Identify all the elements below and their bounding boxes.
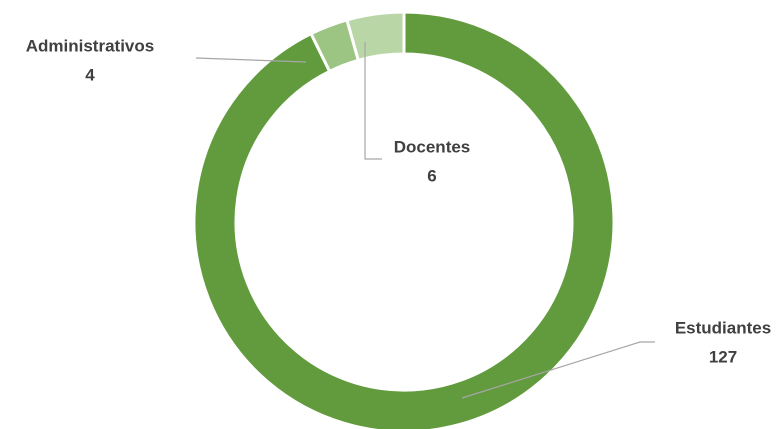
data-label-name: Docentes — [394, 137, 471, 156]
donut-slice — [192, 10, 616, 429]
data-label-value: 6 — [427, 166, 436, 185]
data-label-value: 127 — [709, 347, 737, 366]
data-label-name: Administrativos — [26, 36, 154, 55]
data-label-name: Estudiantes — [675, 318, 771, 337]
donut-slice — [345, 10, 406, 63]
leader-line — [195, 57, 307, 63]
data-label-value: 4 — [85, 65, 95, 84]
leader-line — [461, 341, 655, 399]
leader-line — [364, 42, 382, 160]
